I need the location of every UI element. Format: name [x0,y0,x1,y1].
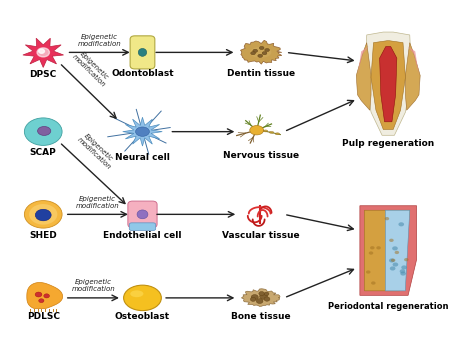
Circle shape [35,292,42,297]
Ellipse shape [258,54,263,57]
Circle shape [401,265,407,270]
FancyBboxPatch shape [128,201,157,228]
Polygon shape [405,43,420,110]
Circle shape [39,49,45,53]
Text: Epigenetic
modification: Epigenetic modification [72,48,112,88]
Circle shape [35,209,51,221]
FancyBboxPatch shape [130,36,155,69]
Text: Pulp regeneration: Pulp regeneration [342,138,434,147]
Ellipse shape [130,290,144,297]
Circle shape [404,258,409,261]
FancyBboxPatch shape [129,223,155,230]
Polygon shape [123,117,162,146]
Polygon shape [23,38,64,67]
Circle shape [400,272,406,276]
Polygon shape [371,41,405,129]
Ellipse shape [259,46,264,49]
Text: Dentin tissue: Dentin tissue [227,70,295,79]
Circle shape [39,299,44,303]
Ellipse shape [124,285,161,311]
Text: Endothelial cell: Endothelial cell [103,231,182,240]
Circle shape [395,251,399,254]
Ellipse shape [264,130,268,132]
Polygon shape [27,282,63,309]
Ellipse shape [37,127,51,135]
Circle shape [24,201,62,228]
Circle shape [389,239,394,242]
Ellipse shape [264,48,269,52]
Circle shape [390,266,395,271]
Circle shape [256,299,263,303]
Polygon shape [380,46,397,122]
Polygon shape [365,210,410,291]
Ellipse shape [275,133,280,135]
Text: Epigenetic
modification: Epigenetic modification [78,34,121,47]
Circle shape [44,294,49,298]
Circle shape [366,270,371,274]
Text: Neural cell: Neural cell [115,153,170,162]
Text: Vascular tissue: Vascular tissue [222,231,300,240]
Polygon shape [356,43,371,110]
Circle shape [260,293,267,299]
Circle shape [389,258,395,263]
Ellipse shape [253,49,257,52]
Circle shape [385,217,389,220]
Text: Odontoblast: Odontoblast [111,69,174,78]
Circle shape [371,281,375,285]
Polygon shape [357,46,369,75]
Text: Bone tissue: Bone tissue [231,312,291,321]
Polygon shape [365,32,411,135]
Circle shape [37,48,49,57]
Circle shape [264,292,269,295]
Ellipse shape [269,131,273,133]
Circle shape [392,263,398,267]
Polygon shape [241,289,280,306]
Circle shape [369,252,374,255]
Circle shape [250,297,256,301]
Text: Epigenetic
modification: Epigenetic modification [72,279,115,292]
Text: Epigenetic
modification: Epigenetic modification [76,196,119,209]
Ellipse shape [251,52,255,55]
Polygon shape [240,40,282,64]
Circle shape [376,246,381,249]
Polygon shape [360,206,417,295]
Polygon shape [408,46,419,75]
Circle shape [391,258,395,262]
Circle shape [400,269,405,273]
Text: Nervous tissue: Nervous tissue [223,151,299,160]
Text: Epigenetic
modification: Epigenetic modification [76,131,117,170]
Text: SCAP: SCAP [30,148,56,157]
Circle shape [24,118,62,145]
Ellipse shape [262,52,267,55]
Circle shape [251,294,258,300]
Ellipse shape [250,126,264,135]
Circle shape [370,246,374,249]
Text: Periodontal regeneration: Periodontal regeneration [328,302,448,311]
Ellipse shape [137,210,148,219]
Polygon shape [385,210,410,291]
Circle shape [29,204,57,225]
Circle shape [399,222,404,226]
Text: Osteoblast: Osteoblast [115,312,170,321]
Text: SHED: SHED [29,231,57,240]
Text: DPSC: DPSC [29,70,57,79]
Ellipse shape [138,48,146,56]
Ellipse shape [250,47,272,58]
Circle shape [259,292,264,295]
Circle shape [392,246,398,251]
Circle shape [264,297,270,301]
Ellipse shape [136,127,149,136]
Text: PDLSC: PDLSC [27,312,60,321]
